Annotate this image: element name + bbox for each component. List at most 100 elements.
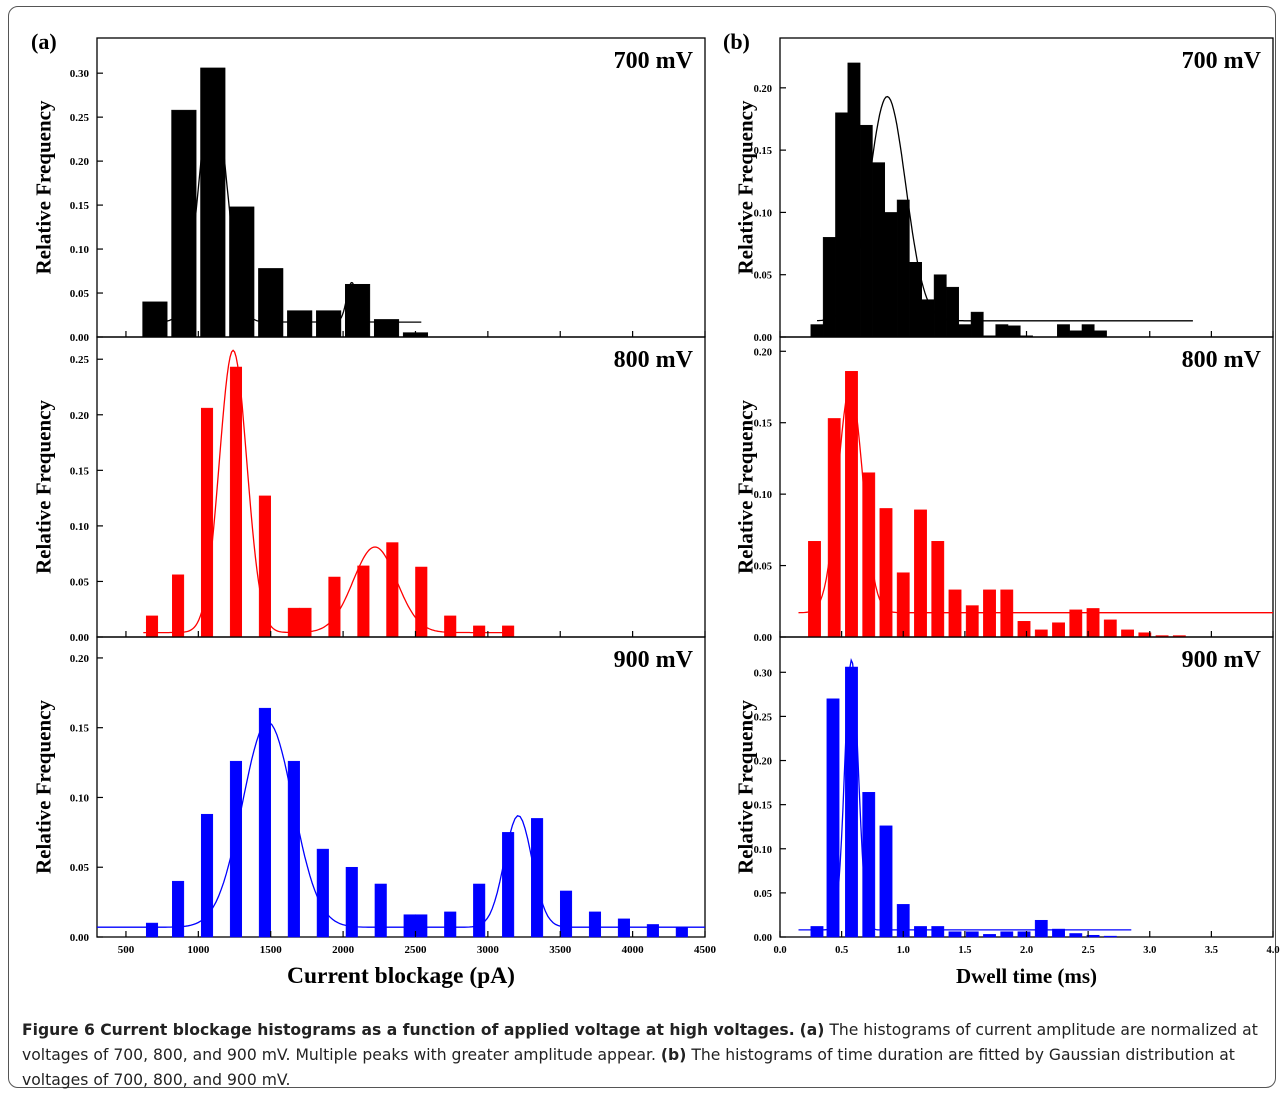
gaussian-fit-line	[798, 386, 1273, 614]
histogram-bar	[229, 206, 255, 338]
x-axis-label: Dwell time (ms)	[956, 964, 1097, 988]
histogram-bar	[808, 541, 821, 638]
y-tick-label: 0.00	[70, 332, 90, 344]
y-tick-label: 0.05	[70, 288, 90, 300]
histogram-bar	[345, 283, 371, 338]
histogram-bar	[444, 911, 457, 938]
histogram-bar	[415, 914, 428, 938]
histogram-bar	[965, 931, 979, 938]
histogram-bar	[345, 866, 358, 938]
x-axis-label: Current blockage (pA)	[287, 963, 515, 989]
gaussian-fit-line	[154, 88, 422, 323]
histogram-bar	[921, 299, 935, 338]
histogram-bar	[970, 311, 984, 338]
histogram-bar	[1034, 919, 1048, 938]
caption-b-label: (b)	[660, 1046, 687, 1064]
x-tick-label: 3.0	[1143, 945, 1156, 956]
histogram-bar	[931, 926, 945, 938]
gaussian-fit-line	[817, 95, 1193, 322]
x-tick-label: 4500	[694, 944, 717, 956]
y-axis-label: Relative Frequency	[31, 100, 55, 274]
x-tick-label: 2.0	[1020, 945, 1033, 956]
histogram-bar	[1034, 629, 1048, 638]
y-tick-label: 0.00	[70, 632, 90, 644]
histogram-bar	[258, 495, 271, 638]
histogram-bar	[145, 615, 159, 638]
voltage-label: 800 mV	[1182, 347, 1262, 373]
histogram-bar	[1000, 589, 1014, 638]
histogram-bar	[931, 541, 945, 638]
x-tick-label: 2500	[404, 944, 427, 956]
histogram-bar	[1007, 325, 1021, 338]
histogram-bar	[328, 576, 341, 638]
y-axis-label: Relative Frequency	[733, 700, 757, 874]
gaussian-fit-line	[97, 721, 705, 928]
x-tick-label: 3500	[549, 944, 572, 956]
y-axis-label: Relative Frequency	[733, 100, 757, 274]
histogram-bar	[502, 625, 515, 638]
histogram-bar	[914, 509, 927, 638]
histogram-bar	[847, 62, 861, 338]
histogram-bar	[845, 666, 858, 938]
figure-frame	[8, 6, 1276, 1088]
x-tick-label: 1.0	[897, 945, 910, 956]
histogram-bar	[1017, 931, 1031, 938]
histogram-bar	[965, 605, 979, 638]
y-tick-label: 0.10	[754, 845, 772, 856]
voltage-label: 800 mV	[614, 347, 694, 373]
y-tick-label: 0.15	[754, 801, 772, 812]
y-tick-label: 0.05	[70, 862, 90, 874]
y-tick-label: 0.25	[70, 112, 90, 124]
histogram-bar	[357, 565, 370, 638]
y-tick-label: 0.30	[70, 68, 90, 80]
histogram-bar	[200, 407, 214, 638]
caption-b-text: The histograms of time duration are fitt…	[22, 1046, 1235, 1089]
y-tick-label: 0.20	[70, 156, 90, 168]
x-tick-label: 4.0	[1266, 945, 1279, 956]
caption-title: Figure 6 Current blockage histograms as …	[22, 1021, 795, 1039]
histogram-bar	[884, 212, 898, 338]
histogram-bar	[1103, 619, 1117, 638]
histogram-bar	[646, 924, 659, 938]
histogram-bar	[826, 698, 840, 938]
histogram-bar	[896, 199, 910, 338]
x-tick-label: 1500	[260, 944, 283, 956]
gaussian-fit-line	[798, 658, 1132, 931]
x-tick-label: 0.5	[835, 945, 848, 956]
histogram-bar	[258, 268, 284, 338]
y-tick-label: 0.05	[70, 576, 90, 588]
histogram-bar	[200, 813, 214, 938]
y-tick-label: 0.15	[70, 465, 90, 477]
y-tick-label: 0.05	[754, 271, 772, 282]
histogram-bar	[229, 760, 243, 938]
histogram-bar	[531, 818, 544, 938]
histogram-bar	[1103, 935, 1117, 938]
histogram-bar	[1052, 622, 1065, 638]
y-tick-label: 0.20	[70, 653, 90, 665]
x-tick-label: 3.5	[1205, 945, 1218, 956]
histogram-bar	[1121, 629, 1134, 638]
figure-svg: (a) 0.00 0.05 0.10 0.15 0.20 0.25 0.30 700 mV Rel…	[31, 29, 1280, 989]
voltage-label: 900 mV	[1182, 647, 1262, 673]
y-tick-label: 0.15	[754, 146, 772, 157]
histogram-bar	[1069, 330, 1083, 338]
figure-caption: Figure 6 Current blockage histograms as …	[22, 1018, 1262, 1093]
y-tick-label: 0.10	[754, 208, 772, 219]
panel-label: (a)	[31, 29, 57, 54]
histogram-bar	[473, 625, 486, 638]
caption-a-label: (a)	[799, 1021, 825, 1039]
histogram-bar	[827, 418, 841, 638]
y-tick-label: 0.25	[70, 354, 90, 366]
histogram-bar	[171, 109, 197, 338]
histogram-bar	[258, 707, 271, 938]
histogram-bar	[1069, 933, 1083, 938]
y-tick-label: 0.05	[754, 889, 772, 900]
histogram-bar	[444, 615, 457, 638]
histogram-bar	[559, 890, 573, 938]
y-tick-label: 0.25	[754, 712, 772, 723]
histogram-bar	[617, 918, 630, 938]
histogram-bar	[1057, 324, 1070, 338]
histogram-bar	[1086, 934, 1100, 938]
histogram-bar	[948, 931, 962, 938]
histogram-bar	[403, 914, 416, 938]
